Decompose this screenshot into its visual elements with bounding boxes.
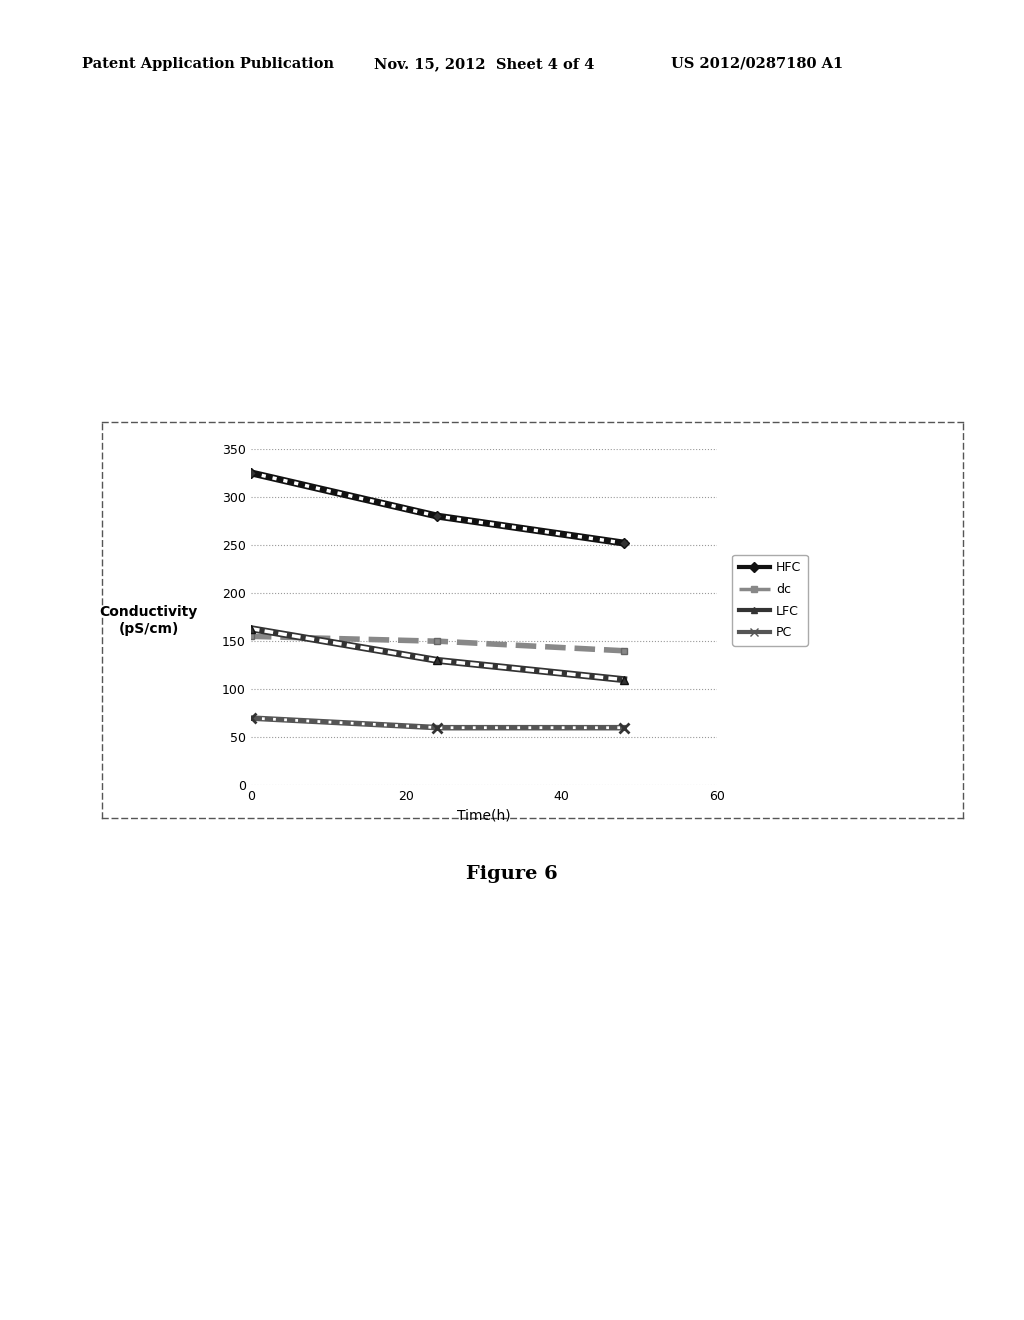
Text: Figure 6: Figure 6: [466, 865, 558, 883]
Text: Nov. 15, 2012  Sheet 4 of 4: Nov. 15, 2012 Sheet 4 of 4: [374, 57, 594, 71]
Text: Patent Application Publication: Patent Application Publication: [82, 57, 334, 71]
Legend: HFC, dc, LFC, PC: HFC, dc, LFC, PC: [732, 554, 808, 645]
Text: US 2012/0287180 A1: US 2012/0287180 A1: [671, 57, 843, 71]
X-axis label: Time(h): Time(h): [457, 809, 511, 822]
Text: Conductivity
(pS/cm): Conductivity (pS/cm): [99, 606, 198, 635]
